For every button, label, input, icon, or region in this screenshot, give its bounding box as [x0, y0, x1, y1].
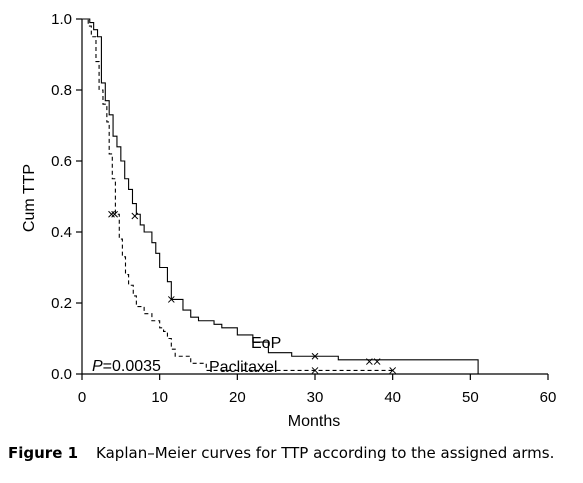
censor-stroke [131, 212, 139, 220]
x-axis-title: Months [288, 413, 340, 430]
x-tick-label: 50 [462, 389, 479, 406]
y-tick-label: 0.8 [51, 82, 72, 99]
x-tick-label: 30 [307, 389, 324, 406]
eop-censor-mark [167, 296, 175, 303]
eop-censor-mark [131, 212, 139, 220]
censor-stroke [373, 358, 381, 365]
censor-stroke [111, 210, 118, 218]
censor-stroke [366, 358, 373, 365]
paclitaxel-censor-mark [389, 367, 397, 374]
p-value-annotation: P=0.0035 [92, 358, 161, 375]
curves [82, 18, 479, 374]
y-tick-label: 0.2 [51, 295, 72, 312]
censor-marks [108, 210, 397, 374]
y-axis-title: Cum TTP [21, 164, 38, 232]
x-tick-label: 60 [540, 389, 557, 406]
x-tick-label: 20 [229, 389, 246, 406]
paclitaxel-curve [82, 18, 393, 371]
y-tick-label: 0.6 [51, 153, 72, 170]
x-tick-label: 0 [78, 389, 86, 406]
censor-stroke [108, 210, 115, 218]
paclitaxel-censor-mark [311, 367, 319, 374]
eop-censor-mark [311, 352, 319, 360]
p-value-symbol: P [92, 358, 103, 375]
axes: 0 10 20 30 40 50 60 0.0 0.2 0.4 0.6 0.8 1.0 [51, 11, 556, 406]
y-tick-label: 0.0 [51, 366, 72, 383]
censor-stroke [389, 367, 397, 374]
caption-label: Figure 1 [8, 444, 79, 462]
censor-stroke [311, 352, 319, 360]
eop-censor-mark [108, 210, 115, 218]
paclitaxel-label: Paclitaxel [209, 359, 277, 376]
eop-curve [82, 18, 479, 374]
y-tick-label: 0.4 [51, 224, 72, 241]
caption-text: Kaplan–Meier curves for TTP according to… [96, 444, 555, 462]
paclitaxel-censor-mark [111, 210, 118, 218]
x-tick-label: 40 [384, 389, 401, 406]
censor-stroke [167, 296, 175, 303]
eop-censor-mark [366, 358, 373, 365]
p-value-text: =0.0035 [103, 358, 161, 375]
figure-caption: Figure 1 Kaplan–Meier curves for TTP acco… [8, 444, 578, 462]
eop-censor-mark [373, 358, 381, 365]
x-tick-label: 10 [151, 389, 168, 406]
eop-label: EoP [251, 335, 281, 352]
km-chart: 0 10 20 30 40 50 600.00.20.40.60.81.0 Cum TTP … [21, 11, 556, 430]
y-tick-label: 1.0 [51, 11, 72, 28]
censor-stroke [311, 367, 319, 374]
